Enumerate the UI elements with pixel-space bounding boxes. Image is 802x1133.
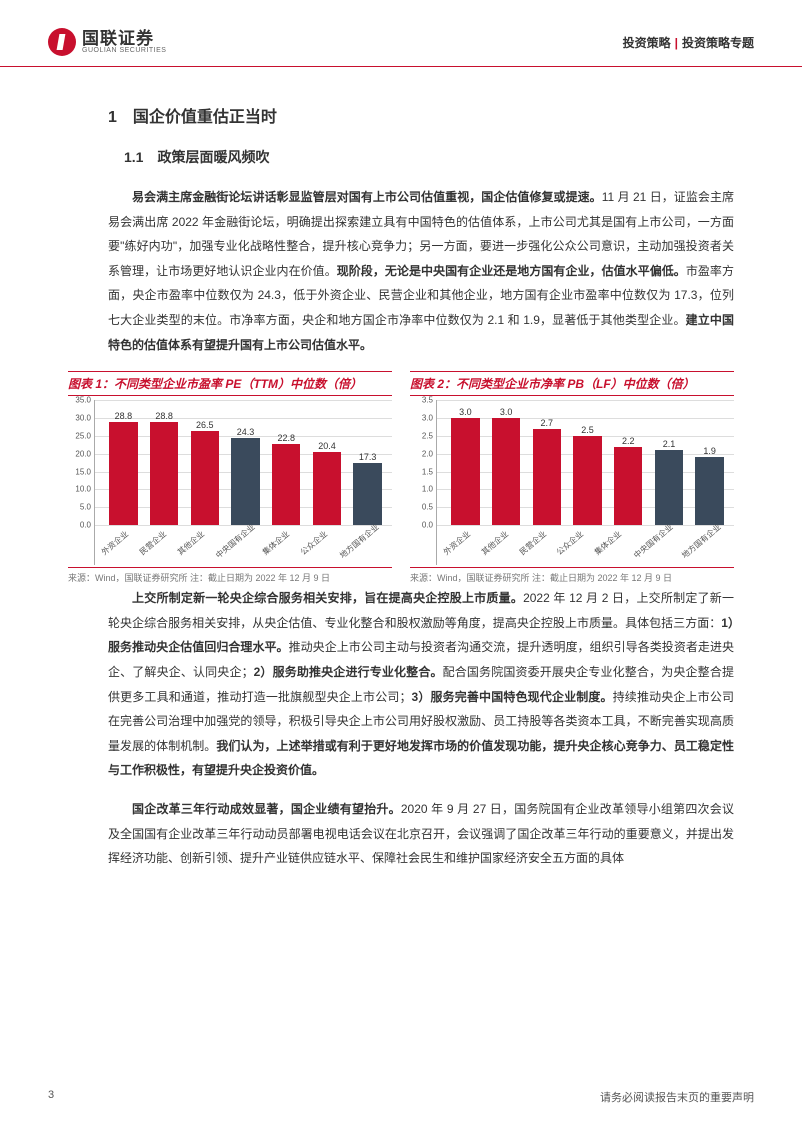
separator: |: [675, 36, 678, 50]
bar: 1.9: [689, 400, 730, 525]
para1-lead: 易会满主席金融街论坛讲话彰显监管层对国有上市公司估值重视，国企估值修复或提速。: [132, 190, 602, 204]
chart-2-area: 0.00.51.01.52.02.53.03.53.03.02.72.52.22…: [436, 400, 734, 565]
bar: 3.0: [445, 400, 486, 525]
chart-2-title: 图表 2：不同类型企业市净率 PB（LF）中位数（倍）: [410, 371, 734, 396]
section-title: 1 国企价值重估正当时: [108, 103, 734, 127]
bar: 28.8: [103, 400, 144, 525]
logo-icon: [48, 28, 76, 56]
header-category: 投资策略 | 投资策略专题: [623, 34, 754, 51]
chart-2-panel: 图表 2：不同类型企业市净率 PB（LF）中位数（倍） 0.00.51.01.5…: [410, 371, 734, 584]
paragraph-3: 国企改革三年行动成效显著，国企业绩有望抬升。2020 年 9 月 27 日，国务…: [108, 797, 734, 871]
bar: 3.0: [486, 400, 527, 525]
chart-1-panel: 图表 1：不同类型企业市盈率 PE（TTM）中位数（倍） 0.05.010.01…: [68, 371, 392, 584]
para2-b3: 3）服务完善中国特色现代企业制度。: [412, 690, 613, 704]
para2-b2: 2）服务助推央企进行专业化整合。: [254, 665, 443, 679]
header-cat-a: 投资策略: [623, 36, 671, 50]
content: 1 国企价值重估正当时 1.1 政策层面暖风频吹 易会满主席金融街论坛讲话彰显监…: [0, 67, 802, 871]
logo-cn: 国联证券: [82, 30, 166, 47]
bar: 2.5: [567, 400, 608, 525]
para1-bold-b: 现阶段，无论是中央国有企业还是地方国有企业，估值水平偏低。: [337, 264, 686, 278]
page-number: 3: [48, 1089, 54, 1105]
subsection-title: 1.1 政策层面暖风频吹: [108, 147, 734, 167]
chart-1-title: 图表 1：不同类型企业市盈率 PE（TTM）中位数（倍）: [68, 371, 392, 396]
footer: 3 请务必阅读报告末页的重要声明: [0, 1089, 802, 1105]
chart-1-area: 0.05.010.015.020.025.030.035.028.828.826…: [94, 400, 392, 565]
bar: 2.2: [608, 400, 649, 525]
logo-en: GUOLIAN SECURITIES: [82, 47, 166, 54]
bar: 20.4: [307, 400, 348, 525]
bar: 24.3: [225, 400, 266, 525]
bar: 2.7: [526, 400, 567, 525]
para2-lead: 上交所制定新一轮央企综合服务相关安排，旨在提高央企控股上市质量。: [132, 591, 523, 605]
paragraph-1: 易会满主席金融街论坛讲话彰显监管层对国有上市公司估值重视，国企估值修复或提速。1…: [108, 185, 734, 357]
bar: 17.3: [347, 400, 388, 525]
para3-lead: 国企改革三年行动成效显著，国企业绩有望抬升。: [132, 802, 401, 816]
bar: 26.5: [184, 400, 225, 525]
footer-disclaimer: 请务必阅读报告末页的重要声明: [600, 1089, 754, 1105]
header-cat-b: 投资策略专题: [682, 36, 754, 50]
bar: 28.8: [144, 400, 185, 525]
logo: 国联证券 GUOLIAN SECURITIES: [48, 28, 166, 56]
page-header: 国联证券 GUOLIAN SECURITIES 投资策略 | 投资策略专题: [0, 0, 802, 67]
bar: 2.1: [649, 400, 690, 525]
paragraph-2: 上交所制定新一轮央企综合服务相关安排，旨在提高央企控股上市质量。2022 年 1…: [108, 586, 734, 783]
bar: 22.8: [266, 400, 307, 525]
charts-row: 图表 1：不同类型企业市盈率 PE（TTM）中位数（倍） 0.05.010.01…: [68, 371, 734, 584]
